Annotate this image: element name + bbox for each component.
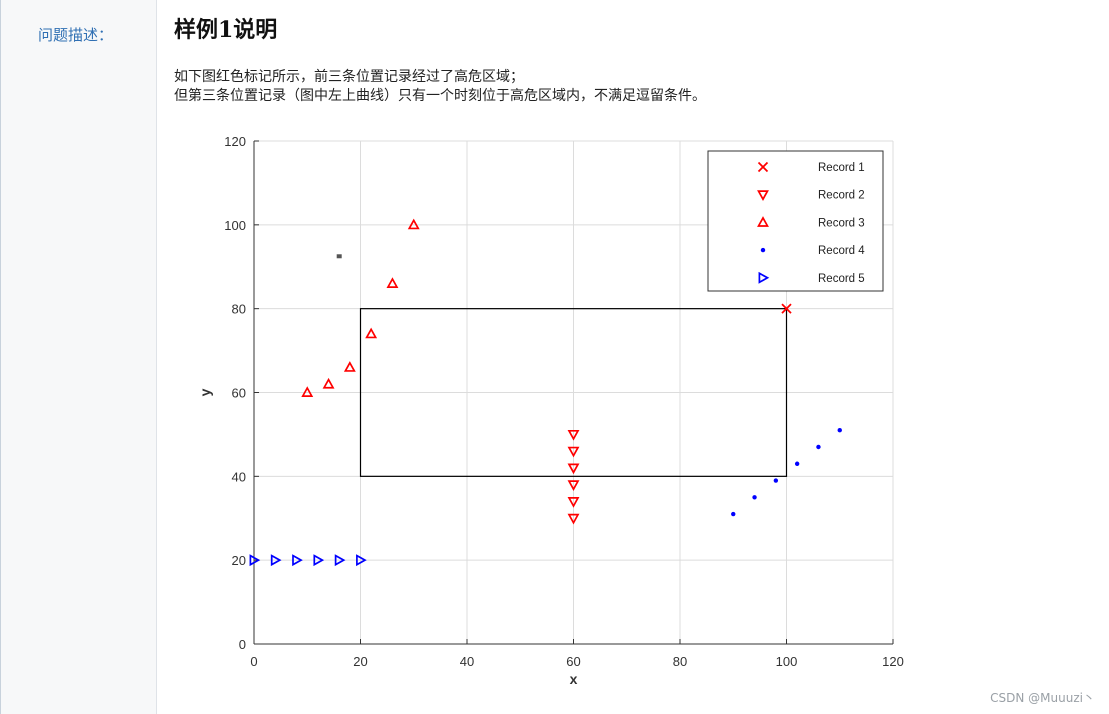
legend-label-record-5: Record 5 [818, 273, 865, 285]
y-tick-label: 60 [232, 386, 246, 401]
description-line-2: 但第三条位置记录（图中左上曲线）只有一个时刻位于高危区域内，不满足逗留条件。 [174, 88, 706, 104]
data-point-record-3 [322, 377, 335, 389]
data-point-record-2 [567, 480, 580, 491]
legend-label-record-4: Record 4 [818, 245, 865, 257]
data-point-record-2 [567, 497, 580, 508]
data-point-record-5 [270, 554, 282, 567]
y-tick-label: 40 [232, 469, 246, 484]
data-point-record-4 [837, 428, 842, 433]
data-point-record-3 [343, 361, 356, 372]
main-content: 样例1说明 如下图红色标记所示，前三条位置记录经过了高危区域； 但第三条位置记录… [174, 0, 1109, 714]
legend-marker-record-2 [757, 190, 769, 201]
data-point-record-5 [249, 554, 261, 567]
data-point-record-3 [365, 327, 378, 339]
watermark: CSDN @Muuuzi丶 [990, 691, 1095, 705]
description: 如下图红色标记所示，前三条位置记录经过了高危区域； 但第三条位置记录（图中左上曲… [174, 68, 706, 106]
data-point-record-4 [794, 461, 800, 466]
legend-label-record-3: Record 3 [818, 217, 865, 229]
legend-marker-record-3 [757, 216, 769, 227]
legend-marker-record-1 [757, 161, 769, 173]
data-point-record-2 [567, 463, 580, 475]
data-point-record-4 [752, 495, 757, 500]
page-title: 样例1说明 [174, 17, 278, 43]
description-line-1: 如下图红色标记所示，前三条位置记录经过了高危区域； [174, 69, 524, 85]
y-tick-label: 0 [239, 637, 246, 652]
data-point-record-4 [773, 478, 779, 483]
x-tick-label: 20 [353, 654, 367, 669]
data-point-record-5 [334, 554, 346, 567]
x-tick-label: 0 [250, 654, 257, 669]
data-point-record-1 [781, 303, 792, 314]
data-point-record-5 [356, 554, 367, 567]
x-tick-label: 80 [673, 654, 687, 669]
y-axis-label: y [197, 388, 213, 396]
legend-label-record-1: Record 1 [818, 162, 865, 174]
data-point-record-5 [292, 554, 303, 567]
x-tick-label: 100 [776, 654, 798, 669]
data-point-record-2 [567, 429, 580, 441]
legend-marker-record-4 [760, 247, 766, 253]
legend-box [707, 150, 884, 292]
stray-marker [336, 254, 342, 259]
legend-label-record-2: Record 2 [818, 190, 865, 202]
y-tick-label: 100 [224, 218, 246, 233]
data-point-record-3 [386, 277, 399, 288]
problem-description-label: 问题描述： [38, 26, 114, 44]
high-risk-region [359, 308, 788, 477]
y-tick-label: 20 [232, 553, 246, 568]
x-axis-label: x [570, 671, 578, 687]
data-point-record-3 [301, 386, 314, 397]
data-point-record-3 [407, 218, 420, 230]
y-tick-label: 120 [224, 134, 246, 149]
legend-marker-record-5 [758, 271, 770, 284]
data-point-record-4 [816, 444, 821, 450]
left-panel: 问题描述： [0, 0, 157, 714]
scatter-chart: 0 20 40 60 80 100 120 0 20 40 60 80 100 120 x y Record 1… [197, 134, 904, 687]
data-point-record-4 [731, 511, 736, 517]
x-tick-label: 40 [460, 654, 474, 669]
y-tick-label: 80 [232, 302, 246, 317]
data-point-record-2 [567, 446, 580, 458]
data-point-record-5 [313, 554, 325, 567]
data-point-record-2 [567, 513, 580, 525]
x-tick-label: 60 [566, 654, 580, 669]
x-tick-label: 120 [882, 654, 904, 669]
